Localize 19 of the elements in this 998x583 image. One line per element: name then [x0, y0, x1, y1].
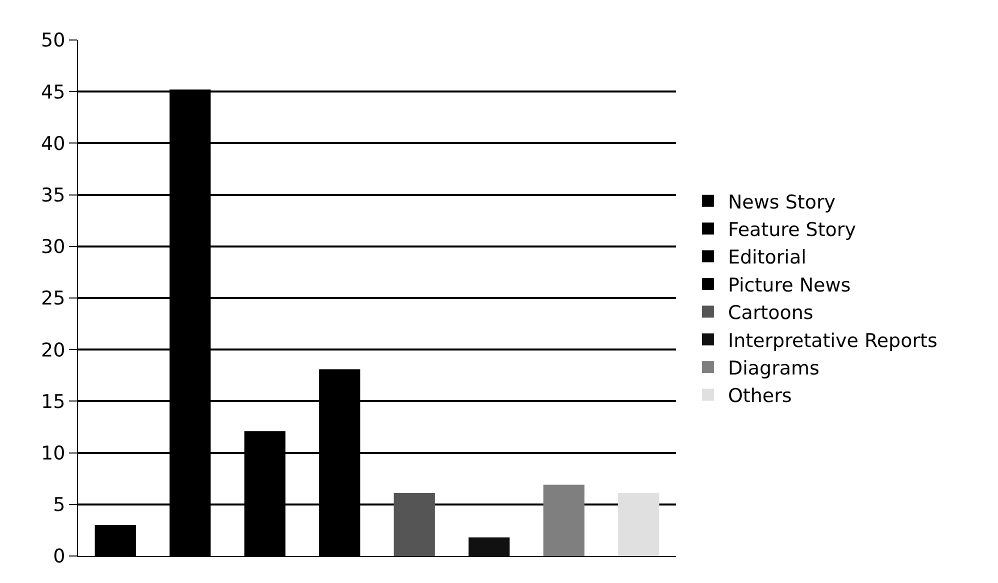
y-tick-label: 45	[41, 81, 66, 104]
y-tick-label: 20	[41, 339, 66, 362]
legend-label: Interpretative Reports	[728, 330, 938, 352]
y-tick-label: 25	[41, 288, 66, 310]
y-tick-label: 0	[53, 546, 66, 568]
legend-label: Cartoons	[728, 302, 814, 324]
legend-label: Editorial	[728, 246, 806, 269]
legend-label: Feature Story	[728, 218, 856, 241]
legend-label: News Story	[728, 191, 836, 214]
legend-label: Picture News	[728, 274, 851, 296]
legend-label: Others	[728, 385, 792, 408]
y-tick-label: 10	[41, 442, 66, 464]
y-tick-label: 30	[41, 236, 66, 258]
y-tick-label: 40	[41, 132, 66, 155]
y-tick-label: 15	[41, 390, 66, 413]
legend-label: Diagrams	[728, 357, 820, 380]
y-tick-label: 50	[41, 30, 66, 52]
y-tick-label: 35	[41, 184, 66, 206]
y-tick-label: 5	[53, 494, 66, 516]
